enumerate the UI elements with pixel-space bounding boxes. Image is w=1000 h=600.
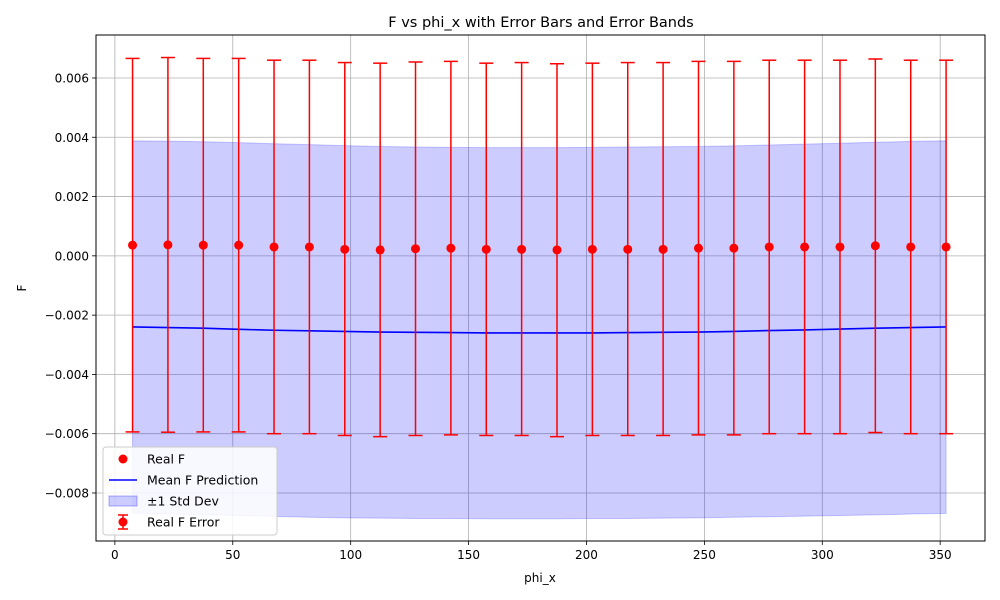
mean-line-layer	[132, 326, 947, 334]
y-axis-title: F	[15, 284, 29, 291]
legend-marker-real-f	[118, 454, 128, 464]
data-point	[658, 244, 668, 254]
data-point	[269, 242, 279, 252]
data-point	[587, 244, 597, 254]
y-tick-label: −0.008	[45, 486, 89, 500]
plot-border	[95, 34, 986, 542]
x-tick-label: 200	[575, 548, 598, 562]
data-point	[375, 245, 385, 255]
data-point	[340, 244, 350, 254]
data-point	[552, 245, 562, 255]
x-tick-label: 0	[111, 548, 119, 562]
data-point	[481, 244, 491, 254]
data-point	[128, 240, 138, 250]
data-point	[693, 243, 703, 253]
mean-prediction-line	[132, 326, 947, 334]
data-point	[304, 242, 314, 252]
data-point	[517, 244, 527, 254]
data-point	[163, 240, 173, 250]
legend-box	[102, 446, 278, 536]
y-tick-label: −0.002	[45, 309, 89, 323]
data-point	[835, 242, 845, 252]
data-point	[411, 244, 421, 254]
legend-marker-band	[108, 495, 138, 507]
data-point	[234, 240, 244, 250]
data-point	[446, 243, 456, 253]
legend: Real F Mean F Prediction ±1 Std Dev Real F …	[102, 446, 278, 536]
data-point	[941, 242, 951, 252]
legend-label: Mean F Prediction	[147, 473, 258, 488]
y-tick-label: 0.002	[55, 190, 89, 204]
y-axis: −0.008 −0.006 −0.004 −0.002 0.000 0.002 0.004 0…	[45, 71, 96, 500]
data-point	[729, 243, 739, 253]
y-tick-label: −0.004	[45, 368, 89, 382]
chart-title: F vs phi_x with Error Bars and Error Ban…	[388, 15, 693, 31]
x-axis: 0 50 100 150 200 250 300 350	[111, 541, 952, 562]
legend-label: Real F Error	[147, 515, 220, 530]
data-point	[906, 242, 916, 252]
x-tick-label: 350	[929, 548, 952, 562]
data-point	[800, 242, 810, 252]
point-layer	[128, 240, 951, 255]
x-tick-label: 150	[457, 548, 480, 562]
x-tick-label: 300	[811, 548, 834, 562]
y-tick-label: 0.006	[55, 71, 89, 85]
x-tick-label: 100	[339, 548, 362, 562]
legend-marker-errorbar-dot	[118, 517, 128, 527]
legend-label: Real F	[147, 452, 185, 467]
x-tick-label: 50	[225, 548, 240, 562]
y-tick-label: 0.004	[55, 131, 89, 145]
data-point	[764, 242, 774, 252]
y-tick-label: 0.000	[55, 249, 89, 263]
data-point	[623, 244, 633, 254]
y-tick-label: −0.006	[45, 427, 89, 441]
x-axis-title: phi_x	[524, 571, 556, 585]
x-tick-label: 250	[693, 548, 716, 562]
data-point	[198, 240, 208, 250]
legend-label: ±1 Std Dev	[147, 494, 219, 509]
data-point	[870, 241, 880, 251]
errorbar-layer	[125, 56, 954, 438]
